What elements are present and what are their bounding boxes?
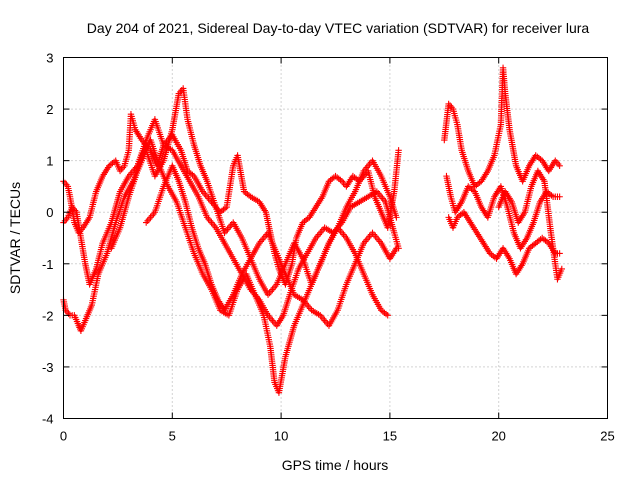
series-track-f (441, 64, 563, 190)
series-track-e (142, 162, 400, 329)
y-tick-label: -2 (42, 308, 54, 323)
data-point (556, 193, 563, 200)
x-tick-label: 5 (169, 429, 176, 444)
x-tick-label: 15 (383, 429, 397, 444)
data-point (556, 250, 563, 257)
y-tick-label: 0 (46, 205, 53, 220)
chart-title: Day 204 of 2021, Sidereal Day-to-day VTE… (87, 20, 590, 36)
series-track-i (495, 167, 566, 283)
x-tick-label: 20 (491, 429, 505, 444)
y-tick-label: 1 (46, 154, 53, 169)
y-tick-label: 2 (46, 102, 53, 117)
y-tick-label: -1 (42, 257, 54, 272)
data-point (393, 214, 400, 221)
y-tick-label: -4 (42, 412, 54, 427)
x-tick-label: 25 (600, 429, 614, 444)
data-point (395, 147, 402, 154)
series-track-c (60, 136, 391, 396)
x-tick-label: 10 (274, 429, 288, 444)
data-point (393, 245, 400, 252)
x-axis-label: GPS time / hours (282, 457, 389, 473)
x-tick-label: 0 (60, 429, 67, 444)
y-axis-label: SDTVAR / TECUs (7, 182, 23, 294)
series-track-g (443, 172, 563, 252)
y-tick-label: 3 (46, 51, 53, 66)
y-tick-label: -3 (42, 360, 54, 375)
axis-ticks: 0 5 10 15 20 25 -4 -3 -2 -1 0 1 2 3 (42, 51, 615, 444)
data-point (556, 162, 563, 169)
data-point (558, 265, 566, 273)
series-track-h (445, 209, 563, 278)
plot-frame (63, 57, 608, 419)
data-points (60, 64, 566, 396)
data-point (384, 312, 391, 319)
